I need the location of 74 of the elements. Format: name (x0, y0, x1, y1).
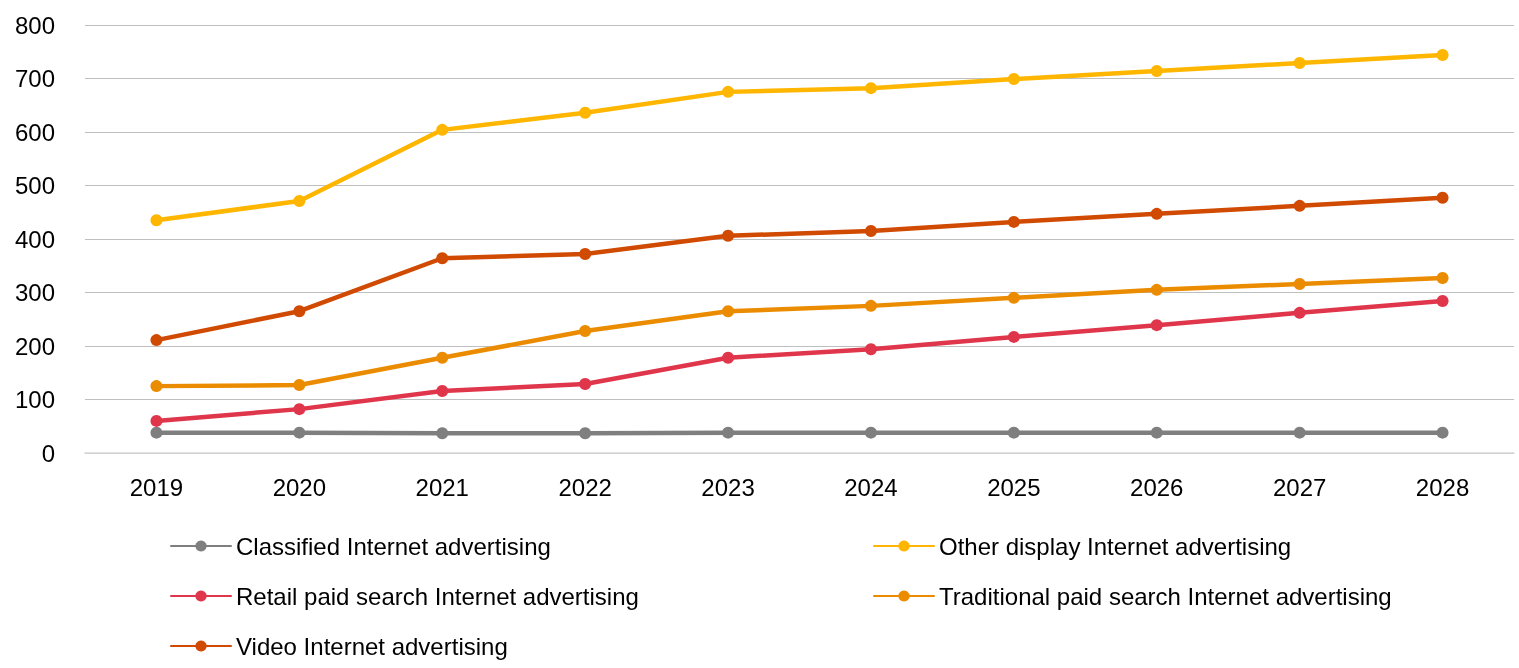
point (1150, 283, 1163, 296)
point (722, 426, 735, 439)
legend-label: Retail paid search Internet advertising (236, 582, 639, 610)
point (864, 82, 877, 95)
point (436, 252, 449, 265)
x-tick-label: 2020 (272, 473, 327, 501)
point (436, 351, 449, 364)
point (1150, 319, 1163, 332)
y-tick-label: 800 (14, 11, 55, 39)
point (722, 229, 735, 242)
point (1007, 291, 1020, 304)
point (436, 427, 449, 440)
point (864, 224, 877, 237)
y-tick-label: 700 (14, 65, 55, 92)
point (1007, 215, 1020, 228)
point (1150, 207, 1163, 220)
point (1436, 191, 1449, 204)
x-tick-label: 2027 (1272, 473, 1327, 501)
y-tick-label: 400 (14, 225, 55, 253)
point (436, 123, 449, 136)
point (1007, 426, 1020, 439)
point (1436, 272, 1449, 285)
point (1150, 426, 1163, 439)
point (579, 325, 592, 338)
point (1007, 330, 1020, 343)
x-tick-label: 2021 (415, 473, 469, 501)
x-tick-label: 2026 (1130, 473, 1184, 501)
point (1436, 48, 1449, 61)
point (1436, 426, 1449, 439)
x-tick-label: 2028 (1415, 473, 1470, 501)
point (722, 351, 735, 364)
point (722, 85, 735, 98)
x-tick-label: 2025 (987, 473, 1041, 501)
x-tick-label: 2023 (701, 473, 755, 501)
x-tick-label: 2022 (558, 473, 612, 501)
point (150, 334, 163, 347)
point (150, 414, 163, 427)
y-tick-label: 200 (14, 332, 55, 360)
point (293, 195, 306, 208)
point (579, 377, 592, 390)
point (150, 426, 163, 439)
point (1150, 65, 1163, 78)
point (722, 305, 735, 318)
legend-label: Classified Internet advertising (236, 532, 551, 560)
point (436, 384, 449, 397)
point (864, 426, 877, 439)
point (293, 426, 306, 439)
point (1293, 306, 1306, 319)
point (864, 299, 877, 312)
x-tick-label: 2019 (129, 473, 184, 501)
legend-label: Traditional paid search Internet advertising (939, 582, 1392, 610)
point (293, 305, 306, 318)
point (150, 380, 163, 393)
point (1293, 426, 1306, 439)
legend-label: Video Internet advertising (236, 632, 508, 660)
point (579, 106, 592, 119)
point (579, 427, 592, 440)
y-tick-label: 600 (14, 118, 55, 146)
y-tick-label: 500 (14, 172, 55, 199)
point (864, 343, 877, 356)
legend-label: Other display Internet advertising (939, 532, 1292, 560)
point (579, 247, 592, 260)
point (1436, 295, 1449, 308)
point (1293, 277, 1306, 290)
y-tick-label: 0 (41, 439, 55, 467)
point (1293, 56, 1306, 69)
x-tick-label: 2024 (844, 473, 898, 501)
point (150, 214, 163, 227)
point (1293, 199, 1306, 212)
point (293, 379, 306, 392)
point (1007, 73, 1020, 86)
point (293, 403, 306, 416)
y-tick-label: 300 (14, 279, 55, 306)
y-tick-label: 100 (14, 386, 55, 413)
